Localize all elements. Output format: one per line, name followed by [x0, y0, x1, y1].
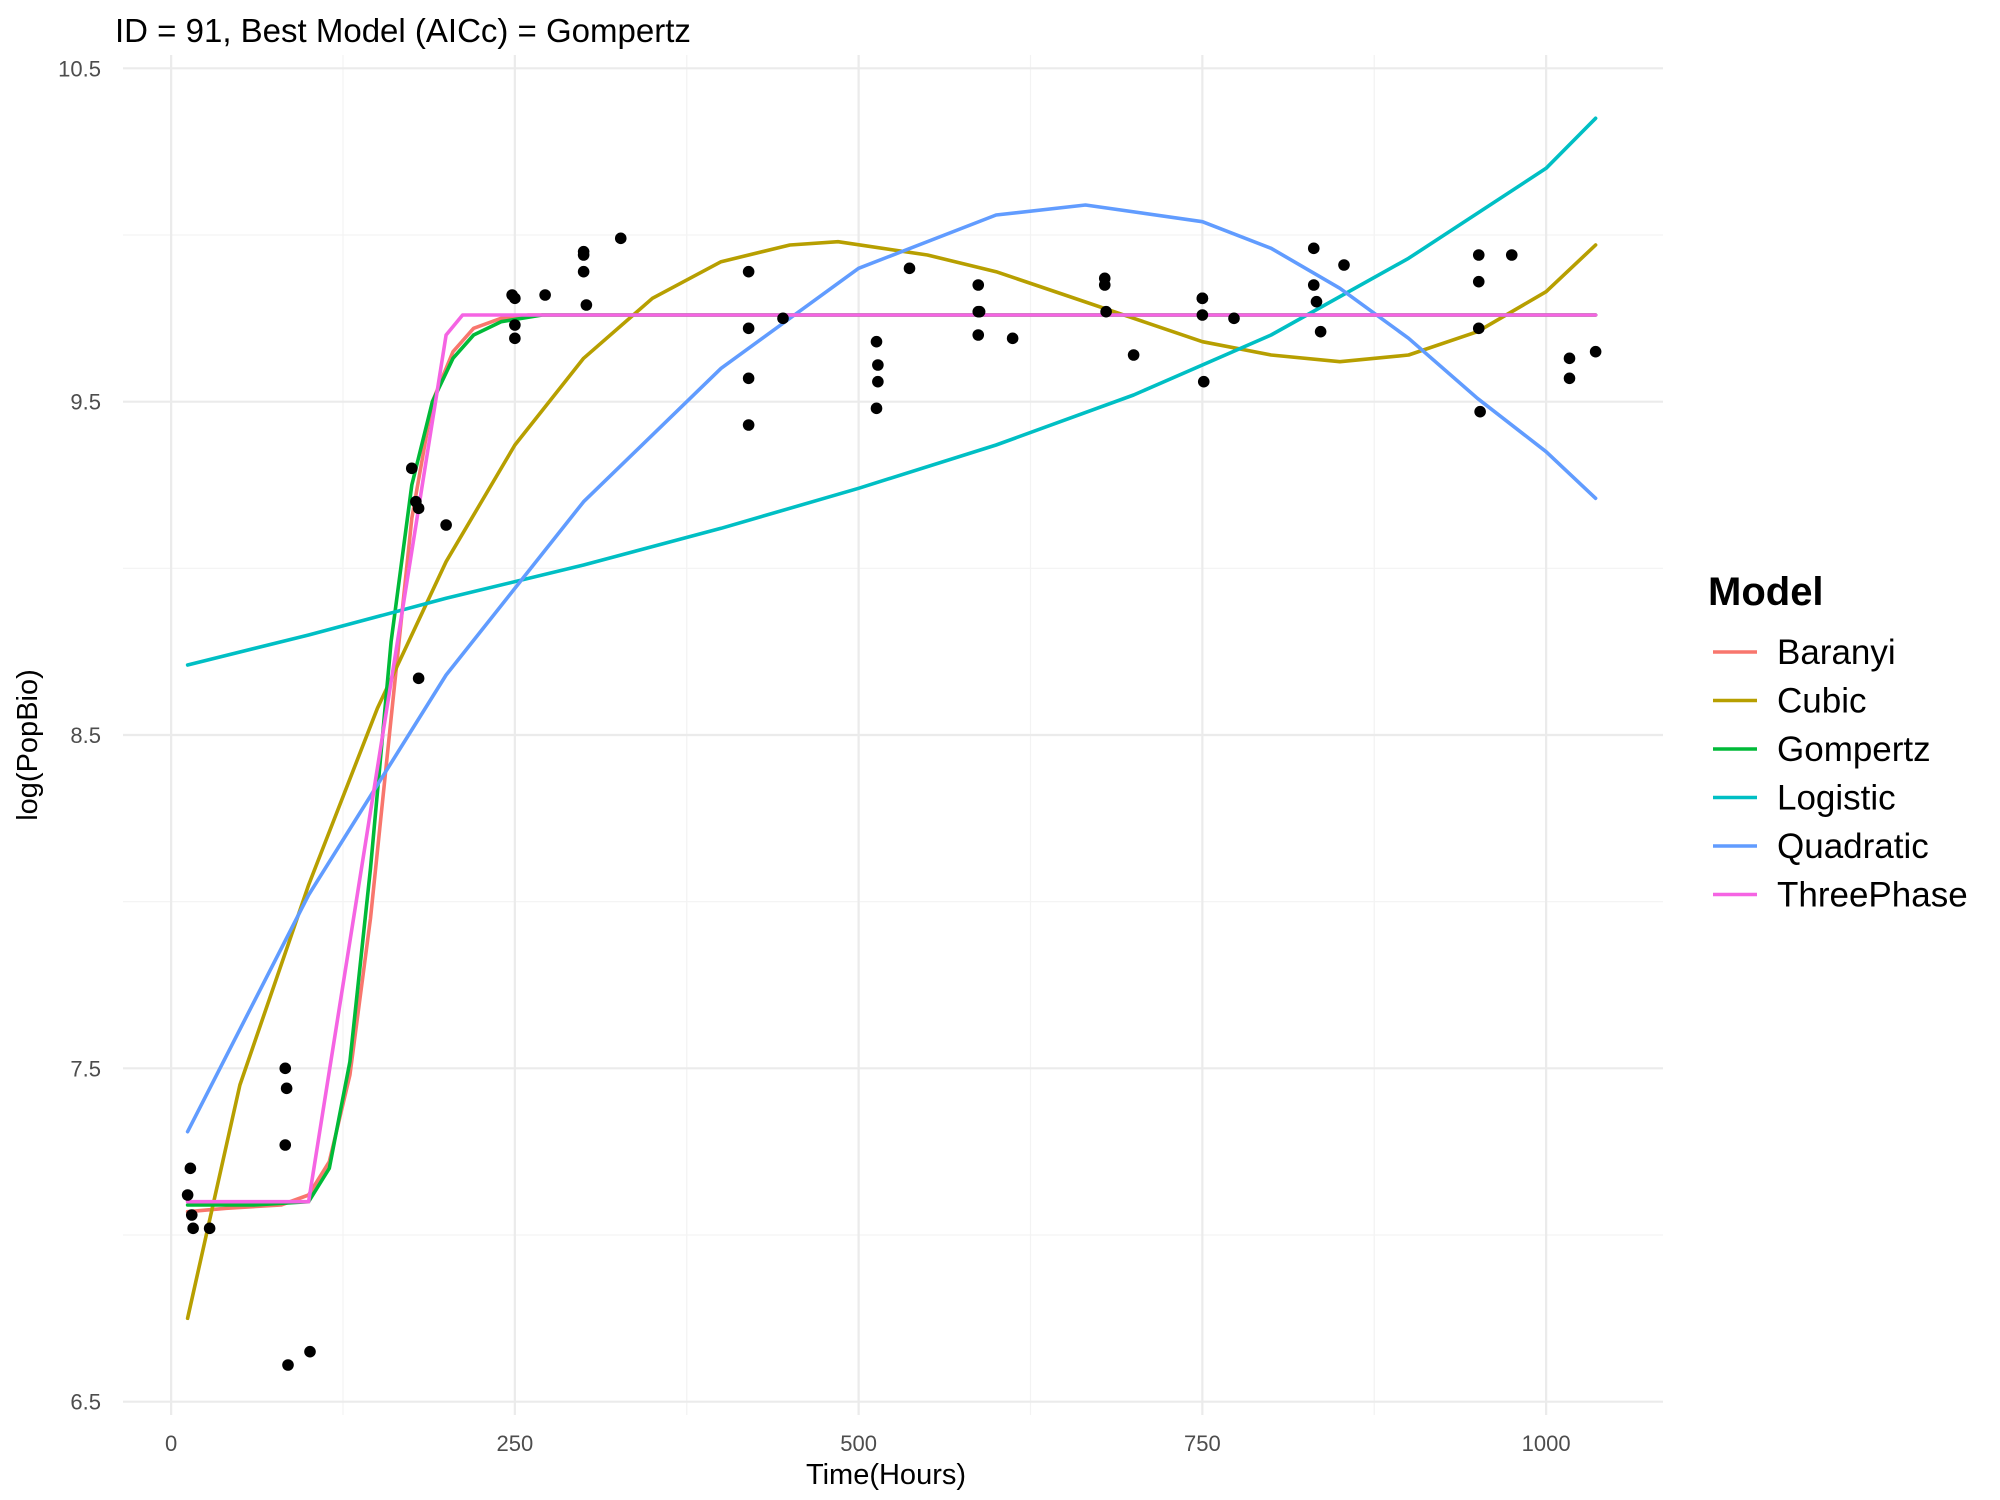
data-point — [1563, 352, 1576, 365]
data-point — [509, 292, 521, 305]
data-point — [742, 372, 755, 385]
data-point — [972, 329, 985, 341]
data-point — [1307, 279, 1320, 291]
data-point — [181, 1189, 194, 1201]
data-point — [777, 312, 789, 325]
data-point — [304, 1345, 316, 1358]
data-point — [1505, 249, 1518, 261]
data-point — [973, 305, 986, 318]
data-point — [280, 1082, 293, 1095]
data-point — [577, 265, 590, 278]
y-axis-label: log(PopBio) — [12, 669, 44, 821]
data-point — [279, 1139, 292, 1151]
data-point — [1472, 275, 1485, 288]
data-point — [1472, 249, 1485, 261]
data-point — [870, 402, 883, 415]
data-point — [1472, 322, 1485, 335]
data-point — [1228, 312, 1240, 325]
data-point — [539, 289, 551, 301]
tick-labels: 0 250 500 750 1000 6.5 7.5 8.5 9.5 10.5 — [58, 56, 1570, 1456]
data-point — [440, 519, 452, 531]
series-line-threephase — [185, 313, 1598, 1204]
data-point — [903, 262, 916, 275]
x-tick-label: 750 — [1184, 1431, 1221, 1456]
data-point — [412, 502, 425, 515]
data-point — [1196, 309, 1209, 321]
data-point — [1100, 305, 1112, 318]
data-point — [405, 462, 418, 475]
legend-label-threephase: ThreePhase — [1777, 876, 1968, 915]
data-point — [1474, 405, 1486, 418]
grid — [123, 55, 1663, 1415]
legend-label-cubic: Cubic — [1777, 682, 1866, 721]
series-line-gompertz — [185, 313, 1598, 1207]
data-point — [1314, 325, 1327, 338]
data-points — [181, 232, 1602, 1371]
data-point — [184, 1162, 197, 1175]
x-tick-label: 1000 — [1522, 1431, 1571, 1456]
data-point — [577, 249, 590, 261]
data-point — [614, 232, 627, 245]
legend-title: Model — [1708, 570, 1824, 614]
data-point — [279, 1062, 292, 1075]
legend-label-logistic: Logistic — [1777, 779, 1896, 818]
data-point — [187, 1222, 199, 1235]
data-point — [1127, 349, 1140, 361]
x-tick-label: 500 — [840, 1431, 877, 1456]
legend-label-gompertz: Gompertz — [1777, 730, 1931, 769]
data-point — [1098, 279, 1111, 291]
legend-label-quadratic: Quadratic — [1777, 827, 1929, 866]
series-lines — [185, 116, 1598, 1321]
data-point — [1197, 375, 1210, 388]
data-point — [1196, 292, 1209, 305]
data-point — [1589, 345, 1602, 358]
series-line-baranyi — [185, 313, 1598, 1214]
y-tick-label: 9.5 — [70, 390, 101, 415]
data-point — [509, 332, 521, 345]
data-point — [203, 1222, 216, 1235]
data-point — [1310, 295, 1323, 308]
data-point — [872, 375, 884, 388]
data-point — [972, 279, 985, 291]
data-point — [742, 419, 755, 431]
data-point — [870, 335, 883, 348]
y-tick-label: 10.5 — [58, 56, 101, 81]
data-point — [412, 672, 425, 685]
y-tick-label: 7.5 — [70, 1056, 101, 1081]
series-line-logistic — [185, 116, 1598, 667]
y-tick-label: 8.5 — [70, 723, 101, 748]
legend-label-baranyi: Baranyi — [1777, 633, 1896, 672]
series-line-cubic — [185, 239, 1598, 1321]
chart-title: ID = 91, Best Model (AICc) = Gompertz — [115, 12, 691, 49]
data-point — [1006, 332, 1019, 345]
data-point — [1307, 242, 1320, 255]
data-point — [509, 319, 521, 331]
series-line-quadratic — [185, 203, 1598, 1134]
x-tick-label: 0 — [165, 1431, 177, 1456]
data-point — [742, 322, 755, 335]
data-point — [185, 1209, 198, 1221]
x-axis-label: Time(Hours) — [806, 1459, 966, 1491]
x-tick-label: 250 — [497, 1431, 534, 1456]
data-point — [282, 1359, 294, 1371]
data-point — [1563, 372, 1576, 385]
y-tick-label: 6.5 — [70, 1390, 101, 1415]
data-point — [872, 359, 884, 371]
data-point — [742, 265, 755, 278]
data-point — [580, 299, 593, 311]
data-point — [1338, 259, 1350, 271]
legend: Model Baranyi Cubic Gompertz Logistic Quadra… — [1708, 570, 1968, 915]
